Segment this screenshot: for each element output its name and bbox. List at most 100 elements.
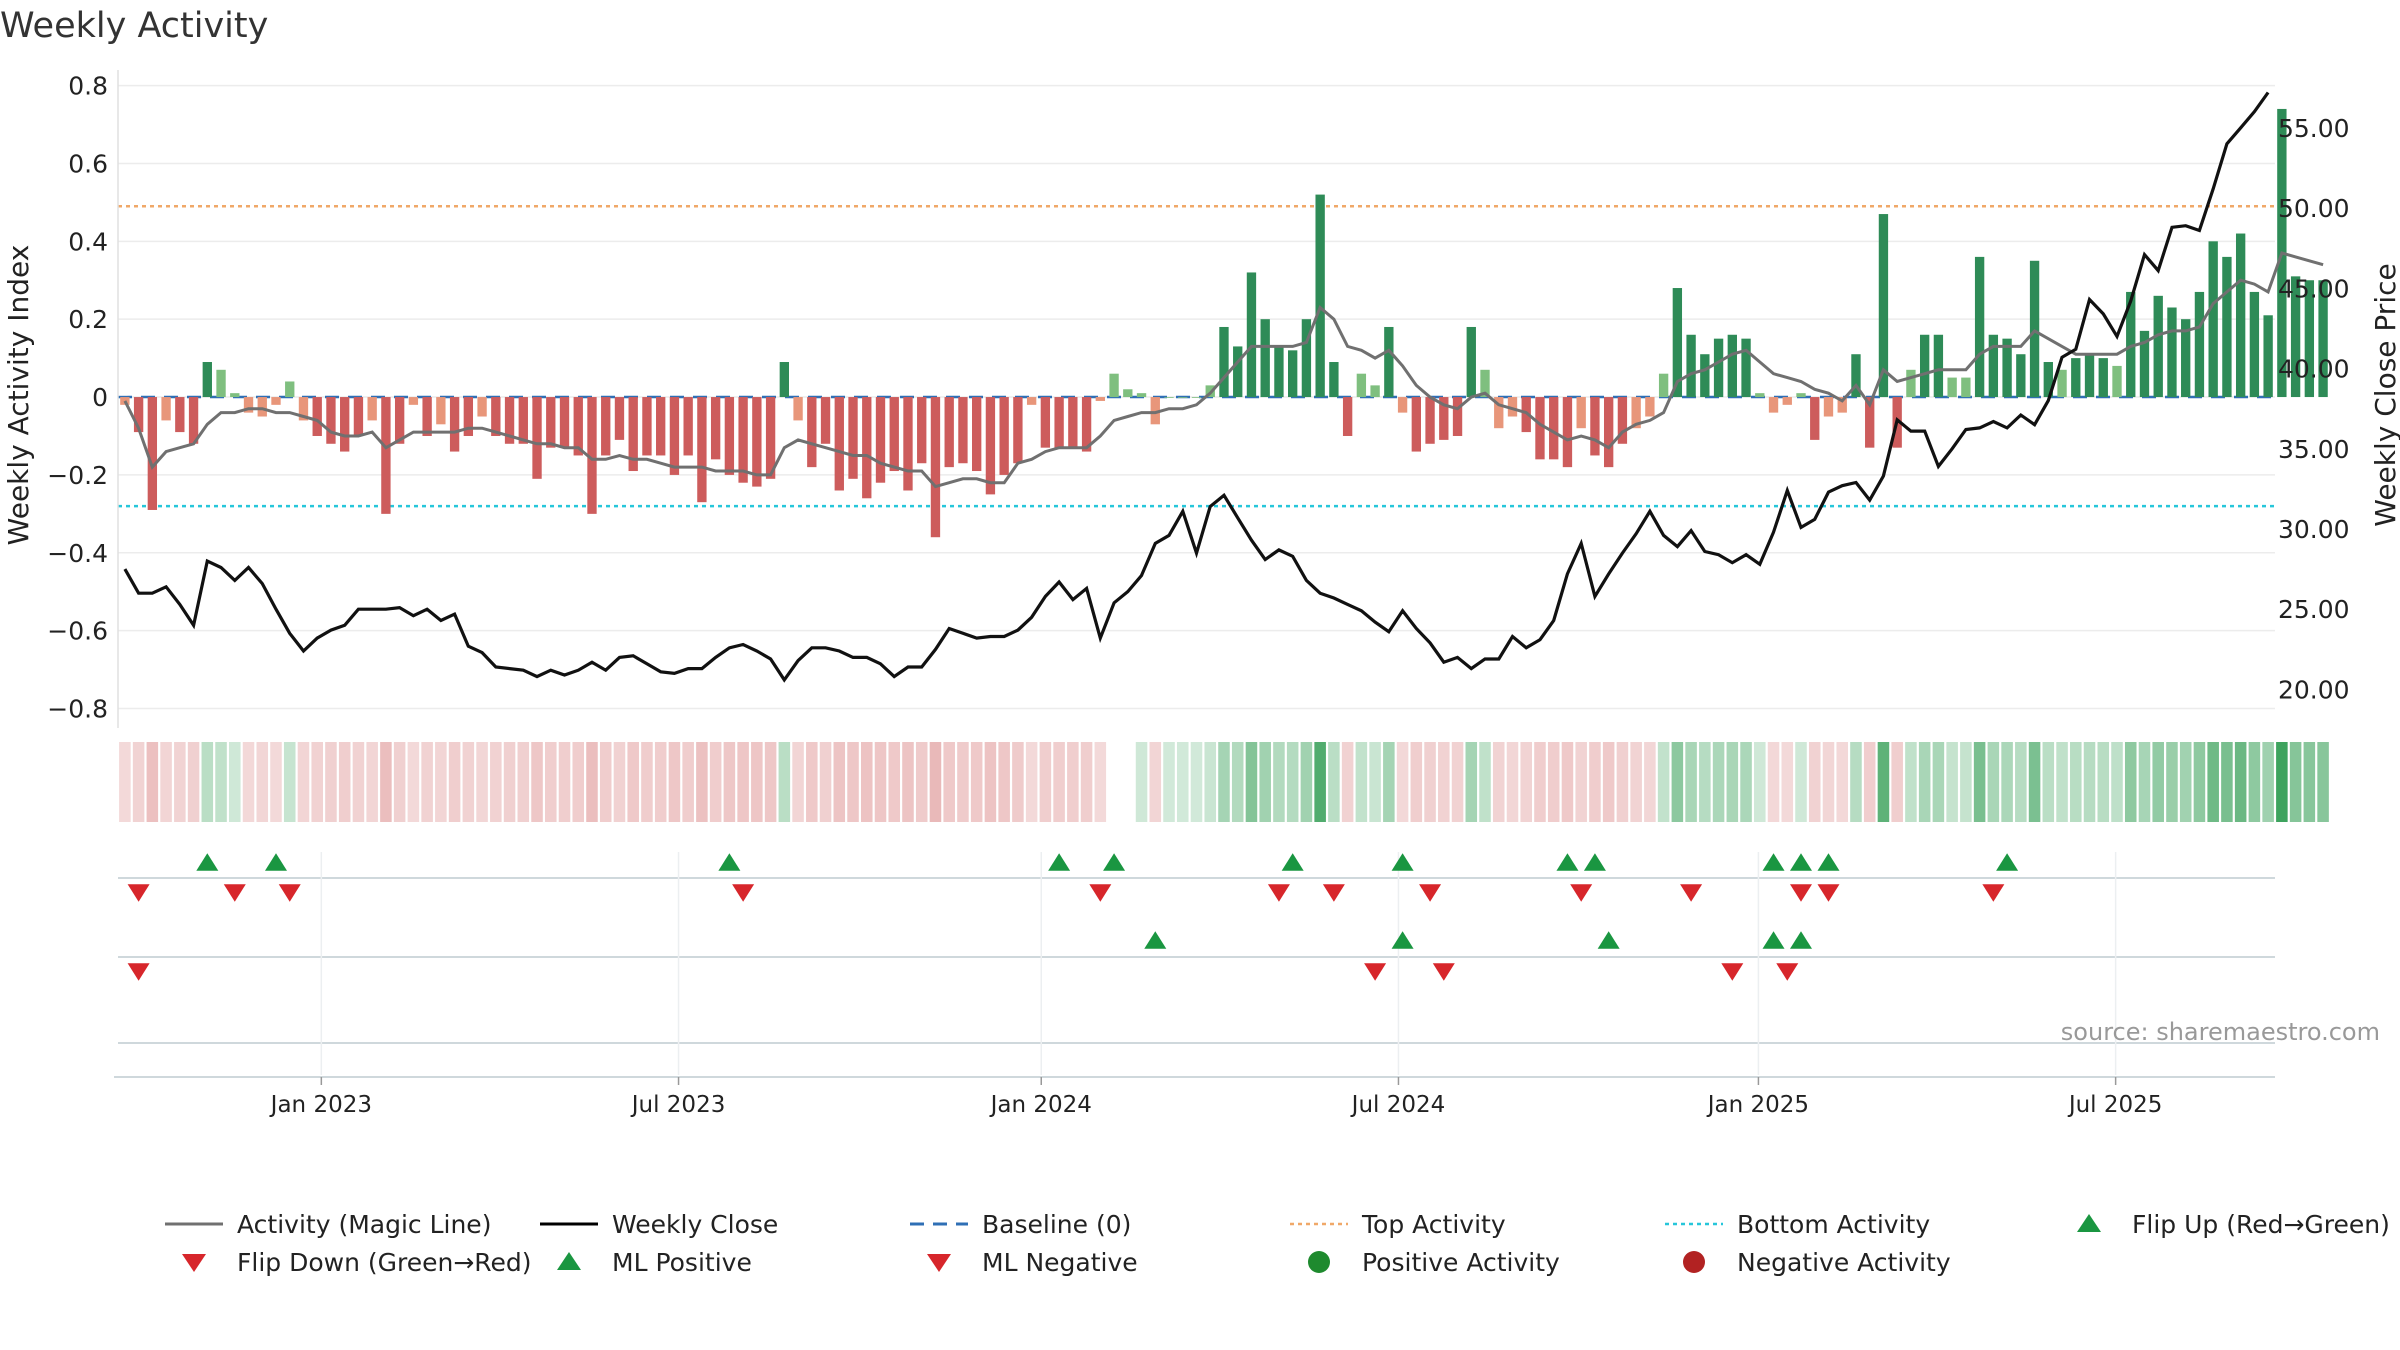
activity-bar	[1109, 373, 1119, 398]
heat-strip-cell	[1149, 742, 1162, 822]
activity-bar	[1452, 397, 1463, 436]
activity-bar	[1178, 397, 1188, 398]
legend-swatch	[1683, 1251, 1705, 1273]
heat-strip-cell	[2289, 742, 2302, 822]
heat-strip-cell	[1218, 742, 1230, 822]
heat-strip-cell	[819, 742, 832, 822]
activity-bar	[1026, 397, 1037, 405]
heat-strip-cell	[1383, 742, 1395, 822]
activity-bar	[1603, 397, 1614, 468]
activity-bar	[1507, 397, 1518, 417]
legend-item: Top Activity	[1290, 1210, 1506, 1239]
flip-down-marker	[1267, 884, 1290, 902]
legend-swatch	[927, 1254, 951, 1272]
activity-bars	[120, 108, 2328, 538]
legend-label: ML Negative	[982, 1248, 1138, 1277]
flip-down-marker	[127, 884, 150, 902]
activity-bar	[1095, 397, 1105, 401]
heat-strip-cell	[1245, 742, 1258, 822]
y-tick-right: 30.00	[2278, 515, 2350, 544]
heat-strip-cell	[1644, 742, 1656, 822]
activity-bar	[1233, 346, 1243, 398]
activity-bar	[944, 397, 954, 468]
activity-bar	[546, 397, 556, 448]
heat-strip-cell	[215, 742, 227, 822]
activity-bar	[2043, 362, 2053, 398]
heat-strip-cell	[2317, 742, 2329, 822]
legend-swatch	[182, 1254, 206, 1272]
activity-bar	[587, 397, 597, 514]
activity-bar	[1301, 319, 1312, 398]
activity-bar	[175, 397, 185, 433]
legend-item: Activity (Magic Line)	[165, 1210, 491, 1239]
activity-bar	[449, 397, 460, 452]
heat-strip-cell	[1657, 742, 1670, 822]
heat-strip-cell	[613, 742, 626, 822]
heat-strip-cell	[297, 742, 310, 822]
activity-bar	[1906, 369, 1916, 398]
legend-label: Bottom Activity	[1737, 1210, 1930, 1239]
flip-up-marker	[1281, 853, 1304, 871]
heat-strip-cell	[146, 742, 159, 822]
legend-label: Weekly Close	[612, 1210, 778, 1239]
flip-up-marker	[718, 853, 741, 871]
activity-bar	[312, 397, 322, 436]
flip-up-marker	[1996, 853, 2019, 871]
heat-strip-cell	[1932, 742, 1945, 822]
flip-up-marker	[1556, 853, 1579, 871]
heat-strip-cell	[2042, 742, 2055, 822]
y-tick-left: −0.6	[47, 617, 108, 646]
magic-line	[123, 251, 2324, 489]
y-tick-right: 55.00	[2278, 114, 2350, 143]
heat-strip-cell	[1781, 742, 1794, 822]
activity-bar	[463, 397, 474, 436]
activity-bar	[1081, 397, 1092, 452]
heat-strip-cell	[2166, 742, 2178, 822]
heat-strip-cell	[1534, 742, 1546, 822]
activity-bar	[491, 397, 501, 436]
activity-bar	[2084, 354, 2095, 398]
heat-strip-cell	[2028, 742, 2041, 822]
heat-strip-cell	[531, 742, 543, 822]
heat-strip-cell	[1918, 742, 1931, 822]
heat-strip-cell	[1328, 742, 1340, 822]
flip-up-marker	[1817, 853, 1840, 871]
activity-bar	[1329, 362, 1339, 398]
y-tick-left: −0.2	[47, 461, 108, 490]
heat-strip-cell	[2070, 742, 2082, 822]
activity-bar	[353, 397, 364, 436]
heat-strip-cell	[1396, 742, 1409, 822]
heat-strip-cell	[1438, 742, 1450, 822]
activity-bar	[161, 397, 171, 421]
activity-bar	[2139, 330, 2150, 398]
activity-bar	[1919, 334, 1930, 398]
activity-bar	[1727, 334, 1737, 398]
activity-bar	[1054, 397, 1064, 448]
heat-strip-cell	[1616, 742, 1629, 822]
activity-bar	[2318, 280, 2328, 398]
activity-bar	[2194, 291, 2205, 398]
heat-strip-cell	[160, 742, 172, 822]
activity-bar	[601, 397, 611, 456]
heat-strip-cell	[1712, 742, 1725, 822]
flip-down-marker	[1680, 884, 1703, 902]
heat-strip-cell	[1822, 742, 1835, 822]
legend-label: ML Positive	[612, 1248, 752, 1277]
heat-strip-cell	[668, 742, 681, 822]
heat-strip-cell	[599, 742, 612, 822]
activity-bar	[1741, 338, 1751, 398]
legend-item: ML Positive	[557, 1248, 752, 1277]
heat-strip-cell	[1465, 742, 1478, 822]
activity-bar	[202, 362, 212, 398]
heat-strip-cell	[1506, 742, 1519, 822]
legend-label: Flip Down (Green→Red)	[237, 1248, 532, 1277]
activity-bar	[1810, 397, 1820, 440]
activity-bar	[1356, 373, 1367, 398]
y-tick-left: 0.2	[68, 305, 108, 334]
activity-bar	[1672, 288, 1683, 398]
activity-bar	[573, 397, 583, 456]
y-tick-right: 40.00	[2278, 355, 2350, 384]
activity-bar	[2290, 276, 2301, 398]
heat-strip-cell	[709, 742, 722, 822]
